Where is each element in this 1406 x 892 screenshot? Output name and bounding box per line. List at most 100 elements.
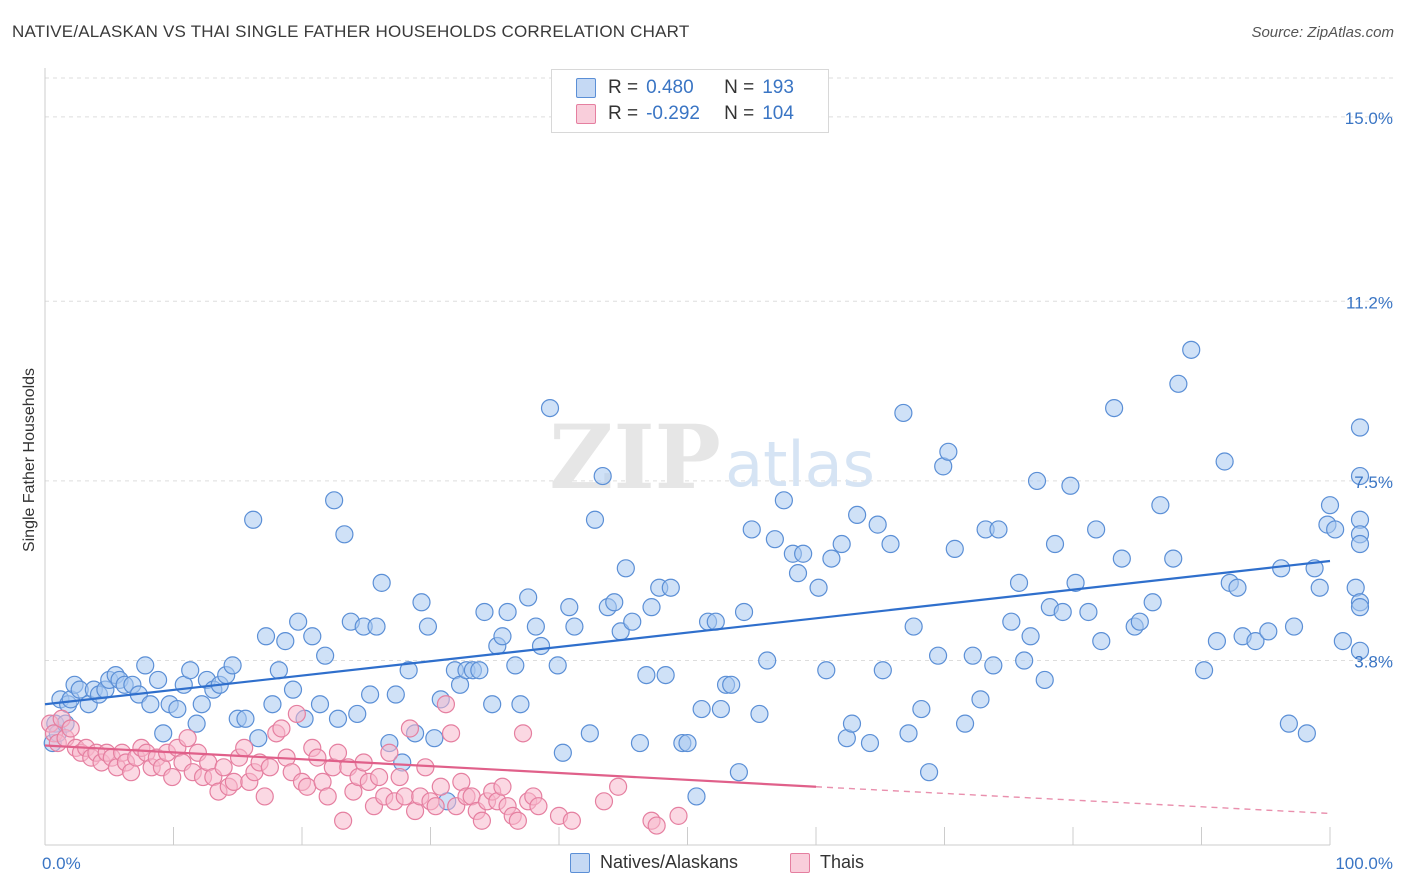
native-point bbox=[1310, 578, 1329, 597]
thai-point bbox=[272, 719, 291, 738]
native-point bbox=[1035, 670, 1054, 690]
native-point bbox=[912, 699, 931, 719]
native-point bbox=[750, 704, 769, 724]
native-point bbox=[316, 646, 335, 665]
native-point bbox=[842, 714, 862, 733]
native-point bbox=[276, 632, 295, 651]
native-point bbox=[548, 656, 567, 675]
axes bbox=[44, 68, 1331, 846]
native-point bbox=[519, 588, 538, 607]
native-point bbox=[1164, 549, 1183, 568]
y-tick-label: 11.2% bbox=[1346, 293, 1393, 312]
native-point bbox=[729, 763, 749, 782]
native-point bbox=[1169, 374, 1188, 393]
native-point bbox=[758, 651, 777, 670]
legend-swatch-natives bbox=[576, 78, 596, 98]
thai-point bbox=[380, 743, 399, 762]
native-point bbox=[148, 670, 168, 690]
native-point bbox=[553, 743, 572, 762]
thai-point bbox=[426, 797, 445, 816]
native-point bbox=[1350, 418, 1370, 437]
native-point bbox=[605, 593, 624, 612]
native-point bbox=[1021, 627, 1040, 646]
native-point bbox=[928, 646, 948, 665]
native-point bbox=[136, 656, 155, 675]
bottom-legend-natives: Natives/Alaskans bbox=[570, 852, 738, 873]
legend-row-natives: R = 0.480 N = 193 bbox=[576, 76, 794, 100]
native-point bbox=[1207, 632, 1227, 651]
native-point bbox=[418, 617, 438, 636]
native-point bbox=[531, 636, 551, 656]
native-point bbox=[1326, 520, 1345, 539]
legend-n-value-thais: 104 bbox=[762, 103, 794, 124]
native-point bbox=[1079, 602, 1098, 622]
native-point bbox=[955, 714, 975, 733]
watermark-zip: ZIP bbox=[549, 405, 721, 509]
thai-point bbox=[400, 719, 420, 738]
native-point bbox=[637, 665, 656, 685]
native-point bbox=[1333, 632, 1352, 651]
native-point bbox=[328, 709, 348, 728]
native-point bbox=[788, 564, 808, 583]
legend-n-label: N = bbox=[724, 103, 755, 124]
native-point bbox=[794, 544, 813, 563]
native-point bbox=[249, 729, 268, 748]
native-point bbox=[642, 598, 661, 617]
native-point bbox=[540, 399, 560, 418]
native-point bbox=[832, 534, 851, 554]
native-point bbox=[1105, 399, 1124, 418]
native-point bbox=[1350, 466, 1370, 486]
native-point bbox=[848, 505, 867, 524]
native-point bbox=[1061, 476, 1080, 495]
native-point bbox=[372, 573, 391, 592]
native-point bbox=[868, 515, 887, 534]
legend-r-value-thais: -0.292 bbox=[646, 103, 700, 124]
x-tick-label-max: 100.0% bbox=[1335, 854, 1393, 873]
thai-point bbox=[395, 787, 414, 806]
thai-point bbox=[436, 695, 456, 714]
native-point bbox=[1320, 496, 1340, 515]
native-point bbox=[303, 627, 322, 646]
legend-r-label: R = bbox=[608, 103, 639, 124]
native-point bbox=[919, 763, 939, 782]
native-point bbox=[1246, 632, 1265, 651]
y-tick-label: 15.0% bbox=[1345, 109, 1393, 128]
thai-point bbox=[328, 743, 348, 762]
native-point bbox=[325, 491, 344, 510]
thai-point bbox=[441, 724, 461, 743]
thai-point bbox=[255, 787, 274, 806]
thai-point bbox=[178, 729, 197, 748]
native-point bbox=[1143, 593, 1162, 612]
native-point bbox=[623, 612, 642, 631]
legend-r-label: R = bbox=[608, 77, 639, 98]
legend-r-value-natives: 0.480 bbox=[646, 77, 694, 98]
native-point bbox=[1045, 534, 1065, 554]
native-point bbox=[483, 695, 502, 714]
native-point bbox=[289, 612, 308, 631]
native-point bbox=[817, 661, 836, 680]
thai-trend-line-extension bbox=[815, 786, 1331, 815]
native-point bbox=[678, 733, 697, 753]
native-point bbox=[187, 714, 206, 733]
native-point bbox=[656, 665, 675, 685]
y-tick-label: 7.5% bbox=[1354, 473, 1393, 492]
native-point bbox=[1297, 724, 1316, 743]
native-point bbox=[1182, 340, 1201, 359]
native-point bbox=[1130, 612, 1149, 631]
thai-point bbox=[562, 811, 581, 830]
native-point bbox=[141, 695, 160, 714]
native-point bbox=[1259, 622, 1278, 641]
native-point bbox=[1053, 602, 1072, 622]
native-point bbox=[661, 578, 680, 597]
native-point bbox=[722, 675, 741, 694]
native-point bbox=[256, 627, 276, 646]
native-point bbox=[881, 534, 900, 554]
source-label: Source: ZipAtlas.com bbox=[1251, 24, 1394, 41]
native-point bbox=[1066, 573, 1085, 592]
native-point bbox=[399, 661, 418, 680]
x-tick-label-min: 0.0% bbox=[42, 854, 81, 873]
thai-point bbox=[508, 811, 527, 830]
native-point bbox=[335, 525, 354, 544]
thai-point bbox=[416, 758, 435, 777]
native-point bbox=[989, 520, 1008, 539]
